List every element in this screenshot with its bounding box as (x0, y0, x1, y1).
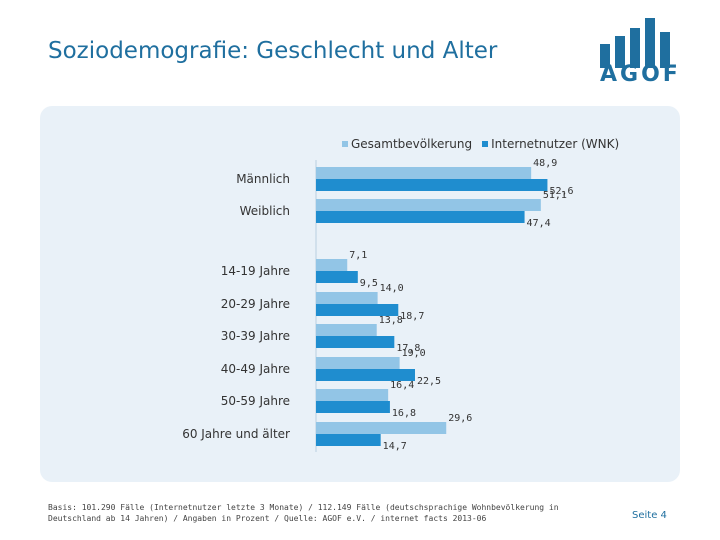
legend-swatch-gesamt (342, 141, 348, 147)
value-label-internetnutzer-wnk-30-39-jahre: 17,8 (396, 343, 420, 354)
page-title: Soziodemografie: Geschlecht und Alter (48, 38, 498, 64)
bar-gesamtbev-lkerung-30-39-jahre (316, 324, 377, 336)
value-label-gesamtbev-lkerung-50-59-jahre: 16,4 (390, 380, 414, 391)
logo-text: AGOF (600, 62, 681, 87)
value-label-gesamtbev-lkerung-20-29-jahre: 14,0 (380, 283, 404, 294)
logo-bar-1 (600, 44, 610, 68)
bar-internetnutzer-wnk-20-29-jahre (316, 304, 399, 316)
value-label-internetnutzer-wnk-m-nnlich: 52,6 (549, 186, 573, 197)
bar-internetnutzer-wnk-weiblich (316, 211, 525, 223)
page-number: Seite 4 (632, 510, 667, 521)
bar-internetnutzer-wnk-m-nnlich (316, 179, 548, 191)
logo-bar-4 (645, 18, 655, 68)
bar-internetnutzer-wnk-30-39-jahre (316, 336, 395, 348)
category-label-50-59-jahre: 50-59 Jahre (221, 394, 290, 408)
bar-gesamtbev-lkerung-20-29-jahre (316, 292, 378, 304)
value-label-internetnutzer-wnk-20-29-jahre: 18,7 (400, 311, 424, 322)
value-label-internetnutzer-wnk-60-jahre-und-lter: 14,7 (383, 441, 407, 452)
footer-note: Basis: 101.290 Fälle (Internetnutzer let… (48, 503, 559, 523)
value-label-internetnutzer-wnk-50-59-jahre: 16,8 (392, 408, 416, 419)
category-label-40-49-jahre: 40-49 Jahre (221, 362, 290, 376)
value-label-gesamtbev-lkerung-40-49-jahre: 19,0 (402, 348, 426, 359)
category-label-60-jahre-und-lter: 60 Jahre und älter (182, 427, 290, 441)
legend-label-internet: Internetnutzer (WNK) (491, 137, 620, 151)
value-label-gesamtbev-lkerung-30-39-jahre: 13,8 (379, 315, 403, 326)
category-label-weiblich: Weiblich (240, 204, 290, 218)
legend-label-gesamt: Gesamtbevölkerung (351, 137, 473, 151)
bar-gesamtbev-lkerung-60-jahre-und-lter (316, 422, 447, 434)
value-label-gesamtbev-lkerung-14-19-jahre: 7,1 (349, 250, 367, 261)
legend-item-gesamt: Gesamtbevölkerung (342, 137, 472, 151)
agof-logo-icon (600, 18, 670, 68)
bar-gesamtbev-lkerung-weiblich (316, 199, 541, 211)
bar-internetnutzer-wnk-40-49-jahre (316, 369, 415, 381)
category-label-14-19-jahre: 14-19 Jahre (221, 264, 290, 278)
category-label-30-39-jahre: 30-39 Jahre (221, 329, 290, 343)
logo-bar-2 (615, 36, 625, 68)
bar-internetnutzer-wnk-50-59-jahre (316, 401, 390, 413)
value-label-gesamtbev-lkerung-m-nnlich: 48,9 (533, 158, 557, 169)
legend-item-internet: Internetnutzer (WNK) (482, 137, 619, 151)
category-label-20-29-jahre: 20-29 Jahre (221, 297, 290, 311)
logo-bar-3 (630, 28, 640, 68)
value-label-internetnutzer-wnk-14-19-jahre: 9,5 (360, 278, 378, 289)
legend-swatch-internet (482, 141, 489, 147)
bar-internetnutzer-wnk-60-jahre-und-lter (316, 434, 381, 446)
bar-gesamtbev-lkerung-14-19-jahre (316, 259, 348, 271)
logo-bar-5 (660, 32, 670, 68)
value-label-internetnutzer-wnk-weiblich: 47,4 (527, 218, 551, 229)
bar-gesamtbev-lkerung-50-59-jahre (316, 389, 389, 401)
chart-legend: Gesamtbevölkerung Internetnutzer (WNK) (342, 136, 629, 152)
value-label-internetnutzer-wnk-40-49-jahre: 22,5 (417, 376, 441, 387)
bar-gesamtbev-lkerung-m-nnlich (316, 167, 532, 179)
bar-internetnutzer-wnk-14-19-jahre (316, 271, 358, 283)
category-label-m-nnlich: Männlich (236, 172, 290, 186)
value-label-gesamtbev-lkerung-60-jahre-und-lter: 29,6 (448, 413, 472, 424)
bar-gesamtbev-lkerung-40-49-jahre (316, 357, 400, 369)
value-label-gesamtbev-lkerung-weiblich: 51,1 (543, 190, 567, 201)
